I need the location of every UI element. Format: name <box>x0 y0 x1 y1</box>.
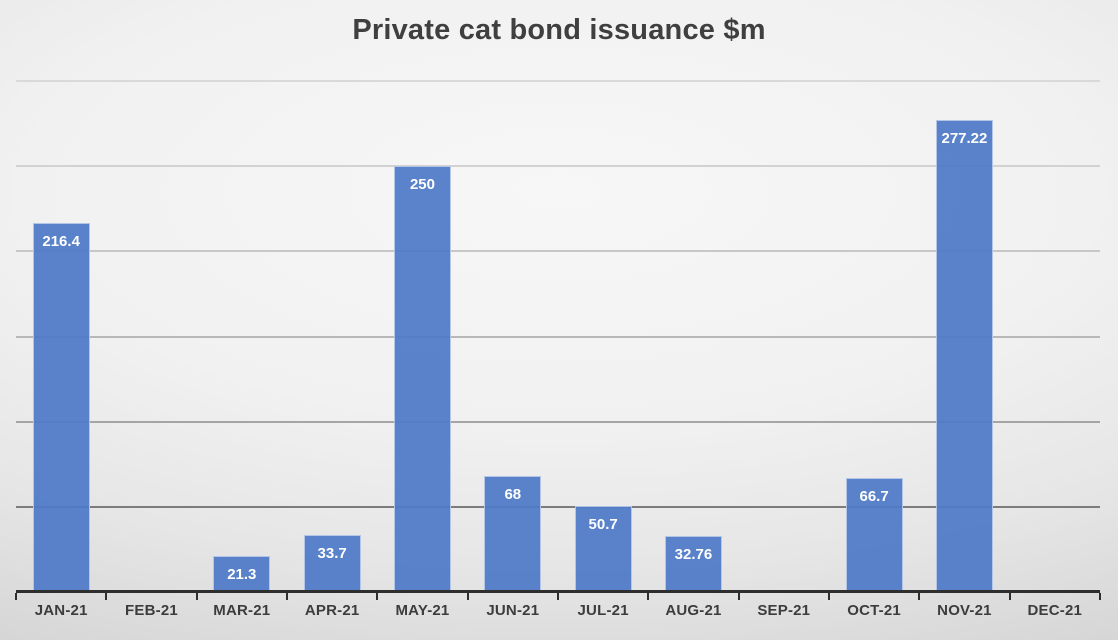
bar-value-label: 68 <box>504 486 522 504</box>
bar-nov-21: 277.22 <box>935 119 993 592</box>
x-axis-tick <box>1008 593 1011 600</box>
chart-title: Private cat bond issuance $m <box>352 14 766 46</box>
x-axis-tick <box>195 593 198 600</box>
x-label-mar-21: MAR-21 <box>213 602 271 619</box>
bar-value-label: 32.76 <box>674 546 713 564</box>
bar-mar-21: 21.3 <box>213 555 271 592</box>
x-label-dec-21: DEC-21 <box>1027 602 1083 619</box>
x-axis-tick <box>828 593 830 600</box>
bar-cell-nov-21: 277.22 <box>919 81 1009 592</box>
x-label-jun-21: JUN-21 <box>486 602 540 619</box>
x-label-sep-21: SEP-21 <box>757 602 811 619</box>
x-label-aug-21: AUG-21 <box>665 602 722 619</box>
bar-cell-apr-21: 33.7 <box>287 81 377 592</box>
x-axis-tick <box>15 593 17 600</box>
bar-aug-21: 32.76 <box>664 536 722 592</box>
bar-cell-feb-21 <box>106 81 196 592</box>
bar-value-label: 21.3 <box>227 565 257 583</box>
bar-cell-oct-21: 66.7 <box>829 81 919 592</box>
bars: 216.4 21.3 33.7 250 68 50.7 32.76 66.7 277.22 <box>16 81 1100 592</box>
bar-jan-21: 216.4 <box>32 223 90 592</box>
x-label-feb-21: FEB-21 <box>125 602 178 619</box>
gridline-100 <box>16 420 1100 423</box>
gridline-250 <box>16 165 1100 168</box>
x-axis-tick <box>466 593 469 600</box>
bar-cell-may-21: 250 <box>377 81 467 592</box>
x-axis-tick <box>376 593 379 600</box>
bar-apr-21: 33.7 <box>303 534 361 592</box>
bar-value-label: 50.7 <box>588 515 618 533</box>
bar-value-label: 216.4 <box>42 233 80 251</box>
bar-value-label: 250 <box>409 176 435 194</box>
bar-cell-jun-21: 68 <box>468 81 558 592</box>
bar-may-21: 250 <box>393 166 451 592</box>
bar-jun-21: 68 <box>484 476 542 592</box>
x-axis-tick <box>647 593 650 600</box>
x-axis-tick <box>918 593 921 600</box>
bar-cell-sep-21 <box>739 81 829 592</box>
bar-jul-21: 50.7 <box>574 505 632 592</box>
x-label-may-21: MAY-21 <box>395 602 450 619</box>
gridline-50 <box>16 505 1100 508</box>
x-axis-tick <box>1099 593 1101 600</box>
x-label-apr-21: APR-21 <box>304 602 360 619</box>
x-axis-tick <box>737 593 740 600</box>
plot-area: 216.4 21.3 33.7 250 68 50.7 32.76 66.7 277.22 <box>15 80 1101 600</box>
x-axis-tick <box>105 593 108 600</box>
x-label-jan-21: JAN-21 <box>34 602 88 619</box>
x-label-nov-21: NOV-21 <box>937 602 992 619</box>
bar-cell-mar-21: 21.3 <box>197 81 287 592</box>
bar-cell-dec-21 <box>1010 81 1100 592</box>
gridlines <box>16 80 1100 592</box>
bar-cell-jan-21: 216.4 <box>16 81 106 592</box>
bar-value-label: 66.7 <box>859 488 889 506</box>
bar-cell-aug-21: 32.76 <box>648 81 738 592</box>
x-label-jul-21: JUL-21 <box>577 602 629 619</box>
x-axis-tick <box>286 593 288 600</box>
gridline-200 <box>16 250 1100 253</box>
bar-value-label: 277.22 <box>941 129 988 147</box>
gridline-150 <box>16 335 1100 338</box>
x-axis <box>15 590 1101 600</box>
gridline-300 <box>16 80 1100 82</box>
x-axis-labels: JAN-21 FEB-21 MAR-21 APR-21 MAY-21 JUN-21 JUL-… <box>16 602 1100 619</box>
x-label-oct-21: OCT-21 <box>847 602 901 619</box>
bar-cell-jul-21: 50.7 <box>558 81 648 592</box>
x-axis-tick <box>557 593 559 600</box>
bar-oct-21: 66.7 <box>845 478 903 592</box>
bar-value-label: 33.7 <box>317 544 347 562</box>
